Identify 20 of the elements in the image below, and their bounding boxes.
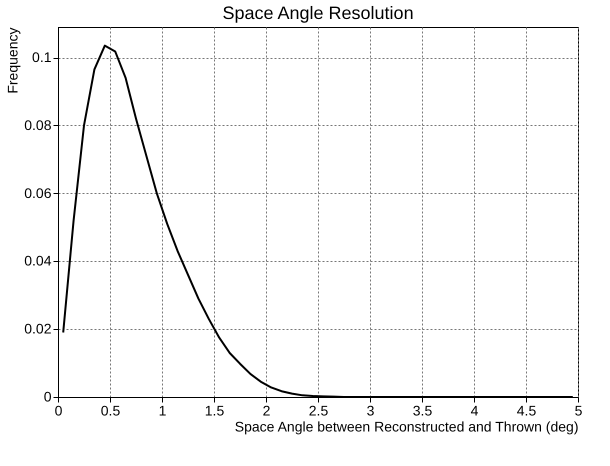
y-tick-label: 0: [44, 388, 52, 404]
y-tick-label: 0.08: [24, 116, 52, 133]
x-tick-label: 5: [574, 402, 583, 418]
x-tick-label: 4: [470, 402, 479, 418]
x-tick-label: 4.5: [516, 402, 536, 418]
y-tick-label: 0.02: [24, 320, 52, 337]
x-tick-label: 3.5: [412, 402, 432, 418]
y-tick-label: 0.1: [32, 49, 52, 66]
y-tick-label: 0.04: [24, 252, 52, 269]
x-tick-label: 1.5: [204, 402, 224, 418]
y-axis-title: Frequency: [4, 28, 20, 94]
x-tick-label: 3: [366, 402, 375, 418]
x-tick-label: 2: [262, 402, 271, 418]
x-tick-label: 0.5: [100, 402, 120, 418]
x-tick-label: 0: [54, 402, 63, 418]
x-tick-label: 1: [158, 402, 167, 418]
chart-title: Space Angle Resolution: [222, 3, 414, 23]
x-tick-label: 2.5: [308, 402, 328, 418]
y-tick-label: 0.06: [24, 184, 52, 201]
x-axis-title: Space Angle between Reconstructed and Thrown (deg): [234, 418, 578, 434]
